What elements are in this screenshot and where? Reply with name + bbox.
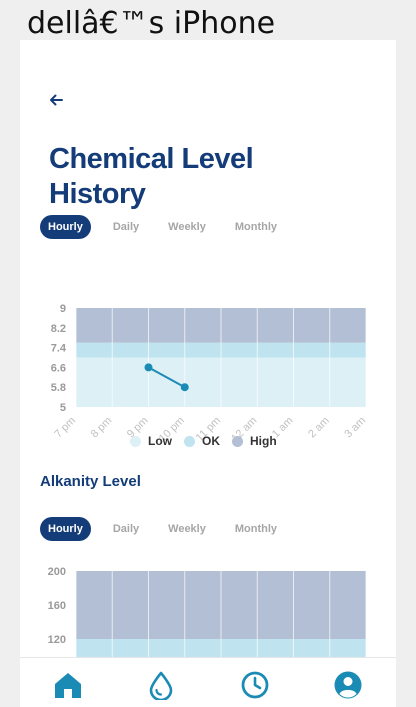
chemical-ytick-label: 5.8 (51, 382, 66, 394)
page-title-line1: Chemical Level (49, 143, 254, 175)
page-title-line2: History (49, 178, 146, 210)
chemical-series-line (148, 366, 186, 389)
chemical-xtick-label: 8 pm (89, 415, 115, 440)
chemical-ytick-label: 6.6 (51, 362, 66, 374)
bottom-nav (20, 657, 396, 707)
legend-dot-ok (184, 435, 195, 447)
legend-label-high: High (250, 434, 277, 448)
tab-hourly[interactable]: Hourly (40, 215, 91, 239)
chart-legend: Low OK High (130, 434, 289, 448)
alkalinity-ytick-label: 120 (48, 634, 66, 646)
legend-item-low: Low (130, 434, 172, 448)
alkalinity-tab-weekly[interactable]: Weekly (168, 523, 206, 535)
tab-daily[interactable]: Daily (112, 221, 140, 233)
chemical-ytick-label: 7.4 (51, 343, 67, 355)
clock-icon[interactable] (240, 670, 270, 700)
chemical-ytick-label: 5 (60, 402, 66, 414)
legend-dot-high (232, 435, 243, 447)
alkalinity-level-chart: 20016012080 (48, 566, 367, 660)
chemical-ytick-label: 9 (60, 303, 66, 315)
legend-label-ok: OK (202, 434, 220, 448)
device-name: dellâ€™s iPhone (27, 6, 276, 41)
tab-weekly[interactable]: Weekly (168, 221, 206, 233)
profile-icon[interactable] (333, 670, 363, 700)
chemical-ytick-label: 8.2 (51, 323, 66, 335)
chemical-xtick-label: 7 pm (52, 415, 78, 440)
water-drop-icon[interactable] (146, 670, 176, 700)
legend-item-high: High (232, 434, 277, 448)
alkalinity-tabs: Hourly Daily Weekly Monthly (40, 517, 306, 541)
chemical-xtick-label: 2 am (306, 415, 332, 440)
chemical-level-chart: 98.27.46.65.857 pm 8 pm 9 pm 10 pm 11 pm 12 a… (51, 303, 368, 440)
alkalinity-ytick-label: 160 (48, 600, 66, 612)
legend-dot-low (130, 435, 141, 447)
alkalinity-ytick-label: 200 (48, 566, 66, 578)
page-title: Chemical Level History (49, 142, 254, 212)
alkalinity-tab-monthly[interactable]: Monthly (234, 523, 278, 535)
home-icon[interactable] (53, 670, 83, 700)
app-screen: Chemical Level History Hourly Daily Week… (20, 40, 396, 707)
alkalinity-tab-hourly[interactable]: Hourly (40, 517, 91, 541)
tab-monthly[interactable]: Monthly (234, 221, 278, 233)
legend-label-low: Low (148, 434, 172, 448)
alkalinity-tab-daily[interactable]: Daily (112, 523, 140, 535)
chemical-tabs: Hourly Daily Weekly Monthly (40, 215, 306, 239)
chemical-xtick-label: 3 am (342, 415, 368, 440)
legend-item-ok: OK (184, 434, 220, 448)
alkalinity-section-title: Alkanity Level (40, 473, 141, 490)
chemical-data-point (180, 383, 189, 392)
arrow-left-icon[interactable] (48, 92, 64, 108)
chemical-data-point (144, 363, 153, 372)
